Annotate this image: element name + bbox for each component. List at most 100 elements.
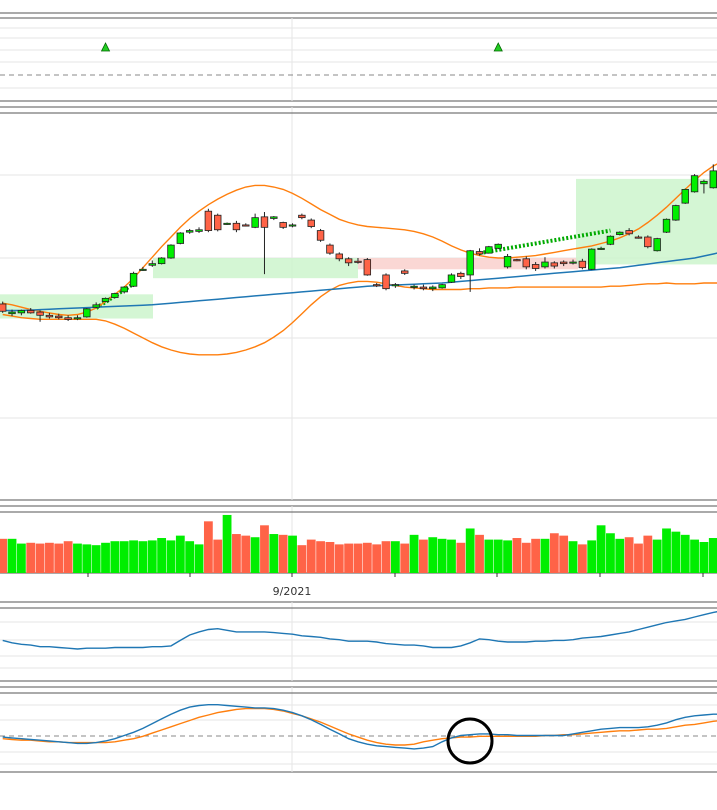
candle-up (662, 218, 671, 233)
candle-down (27, 310, 35, 314)
candle-down (279, 222, 287, 228)
volume-bar (643, 535, 653, 573)
oscillator-panel (0, 601, 717, 682)
volume-bar (119, 541, 129, 573)
volume-bar (624, 537, 634, 573)
volume-bar (260, 525, 269, 573)
volume-bar (63, 541, 73, 573)
candle-down (354, 260, 362, 263)
support-zone (576, 178, 717, 265)
volume-bar (456, 542, 466, 573)
candle-up (92, 304, 100, 308)
candle-down (64, 317, 72, 320)
volume-bar (269, 534, 279, 573)
volume-bar (381, 541, 391, 573)
volume-bar (409, 534, 419, 573)
volume-bar (447, 539, 456, 573)
volume-bar (232, 534, 241, 573)
candle-down (475, 251, 484, 255)
candle-up (251, 217, 259, 228)
volume-bar (559, 535, 569, 573)
candle-up (111, 293, 119, 298)
volume-bar (101, 542, 110, 573)
volume-bar (16, 543, 26, 573)
volume-bar (549, 533, 559, 573)
volume-bar (297, 545, 307, 573)
candle-up (672, 205, 680, 221)
volume-bar (35, 543, 45, 573)
volume-bar (540, 538, 550, 573)
candle-down (214, 214, 222, 231)
candle-up (438, 284, 446, 289)
candle-up (17, 310, 26, 314)
volume-bar (568, 541, 578, 573)
volume-bar (465, 528, 475, 573)
support-zone (153, 258, 358, 279)
candle-up (139, 268, 147, 271)
volume-bar (671, 531, 681, 573)
candle-down (401, 270, 409, 274)
candle-up (8, 311, 16, 315)
x-axis: 9/2021 (273, 585, 312, 598)
volume-bar (334, 544, 344, 573)
volume-bar (484, 539, 494, 573)
candle-up (185, 230, 194, 233)
volume-bar (362, 542, 372, 573)
volume-bar (185, 541, 195, 573)
volume-panel (0, 505, 717, 577)
volume-bar (419, 539, 428, 573)
candle-down (550, 262, 559, 267)
candle-up (270, 216, 278, 219)
volume-bar (278, 534, 288, 573)
volume-bar (147, 540, 157, 573)
volume-bar (652, 539, 662, 573)
candle-up (485, 246, 493, 254)
candle-up (101, 297, 110, 302)
volume-bar (241, 535, 251, 573)
volume-bar (708, 538, 717, 573)
volume-bar (91, 545, 101, 573)
candle-up (541, 261, 549, 268)
candle-up (288, 224, 297, 227)
volume-bar (662, 528, 671, 573)
volume-bar (512, 538, 522, 573)
volume-bar (325, 541, 335, 573)
candle-up (503, 255, 512, 268)
volume-bar (531, 538, 541, 573)
macd-signal-line (2, 707, 717, 746)
candle-up (606, 235, 615, 245)
volume-bar (587, 540, 597, 573)
volume-bar (353, 543, 363, 573)
volume-bar (344, 543, 354, 573)
candle-up (129, 272, 138, 287)
candle-up (176, 232, 185, 244)
volume-bar (390, 541, 400, 573)
volume-bar (45, 542, 54, 573)
bollinger-lower-band (2, 280, 717, 356)
macd-panel (0, 686, 717, 773)
volume-bar (166, 540, 176, 573)
volume-bar (680, 534, 690, 573)
candle-up (429, 286, 437, 290)
volume-bar (82, 544, 92, 573)
candle-up (709, 170, 717, 189)
candle-down (316, 230, 325, 241)
candle-down (45, 314, 54, 318)
candle-down (457, 272, 465, 277)
candle-down (260, 216, 269, 228)
candle-down (55, 315, 63, 319)
volume-bar (194, 544, 204, 573)
volume-bar (521, 542, 531, 573)
candle-down (522, 258, 530, 268)
candle-up (120, 286, 128, 293)
candle-down (363, 259, 372, 276)
candle-down (382, 274, 390, 290)
signals-panel-bg (0, 18, 717, 101)
candle-up (410, 285, 418, 288)
candle-down (344, 258, 353, 264)
candle-down (307, 219, 315, 227)
candle-down (559, 261, 568, 265)
candle-down (531, 264, 540, 269)
volume-bar (0, 538, 8, 573)
